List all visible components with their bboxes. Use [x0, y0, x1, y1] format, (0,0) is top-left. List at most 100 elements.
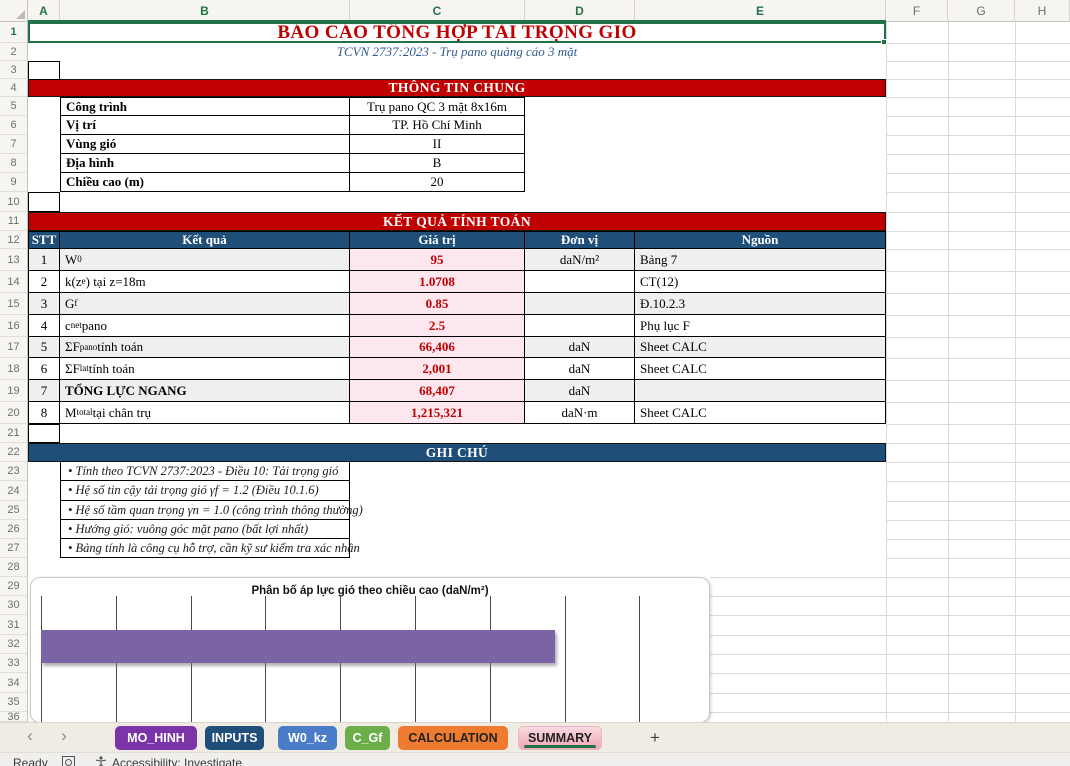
- info-label-cell[interactable]: Chiều cao (m): [60, 173, 350, 192]
- results-source-cell[interactable]: Sheet CALC: [635, 402, 886, 424]
- sheet-tab-w0_kz[interactable]: W0_kz: [278, 726, 337, 750]
- results-unit-cell[interactable]: daN: [525, 337, 635, 358]
- row-header-3[interactable]: 3: [0, 61, 27, 79]
- results-value-cell[interactable]: 2,001: [350, 358, 525, 380]
- note-cell[interactable]: [60, 539, 350, 558]
- report-subtitle-cell[interactable]: TCVN 2737:2023 - Trụ pano quảng cáo 3 mặ…: [336, 44, 578, 59]
- row-header-14[interactable]: 14: [0, 271, 27, 293]
- row-header-33[interactable]: 33: [0, 654, 27, 673]
- results-name-cell[interactable]: ΣF pano tính toán: [60, 337, 350, 358]
- empty-bordered-cell-a3[interactable]: [28, 61, 60, 80]
- section-header-ghi-chu[interactable]: GHI CHÚ: [28, 443, 886, 462]
- row-header-13[interactable]: 13: [0, 249, 27, 271]
- row-header-30[interactable]: 30: [0, 596, 27, 615]
- section-header-thong-tin-chung[interactable]: THÔNG TIN CHUNG: [28, 79, 886, 97]
- row-header-26[interactable]: 26: [0, 520, 27, 539]
- results-unit-cell[interactable]: [525, 271, 635, 293]
- results-unit-cell[interactable]: daN·m: [525, 402, 635, 424]
- results-value-cell[interactable]: 1.0708: [350, 271, 525, 293]
- results-name-cell[interactable]: TỔNG LỰC NGANG: [60, 380, 350, 402]
- results-stt-cell[interactable]: 3: [28, 293, 60, 315]
- row-header-17[interactable]: 17: [0, 337, 27, 358]
- note-cell[interactable]: [60, 501, 350, 520]
- results-value-cell[interactable]: 0.85: [350, 293, 525, 315]
- results-source-cell[interactable]: Đ.10.2.3: [635, 293, 886, 315]
- results-source-cell[interactable]: Sheet CALC: [635, 337, 886, 358]
- row-header-9[interactable]: 9: [0, 173, 27, 192]
- info-value-cell[interactable]: TP. Hồ Chí Minh: [350, 116, 525, 135]
- sheet-tab-calculation[interactable]: CALCULATION: [398, 726, 508, 750]
- info-label-cell[interactable]: Công trình: [60, 97, 350, 116]
- results-unit-cell[interactable]: [525, 293, 635, 315]
- results-unit-cell[interactable]: daN: [525, 380, 635, 402]
- row-header-35[interactable]: 35: [0, 693, 27, 712]
- results-stt-cell[interactable]: 2: [28, 271, 60, 293]
- results-col-header-2[interactable]: Kết quả: [60, 231, 350, 249]
- new-sheet-button[interactable]: +: [650, 728, 660, 747]
- row-header-1[interactable]: 1: [0, 22, 27, 43]
- info-label-cell[interactable]: Vị trí: [60, 116, 350, 135]
- row-header-23[interactable]: 23: [0, 462, 27, 481]
- row-header-34[interactable]: 34: [0, 673, 27, 693]
- column-header-B[interactable]: B: [60, 0, 350, 22]
- note-cell[interactable]: [60, 481, 350, 501]
- results-col-header-5[interactable]: Nguồn: [635, 231, 886, 249]
- row-header-21[interactable]: 21: [0, 424, 27, 443]
- sheet-tab-c_gf[interactable]: C_Gf: [345, 726, 390, 750]
- row-header-11[interactable]: 11: [0, 212, 27, 231]
- status-accessibility-label[interactable]: Accessibility: Investigate: [112, 756, 243, 766]
- note-cell[interactable]: [60, 520, 350, 539]
- row-header-5[interactable]: 5: [0, 97, 27, 116]
- tab-nav-left-icon[interactable]: ‹: [27, 726, 33, 745]
- section-header-ket-qua-tinh-toan[interactable]: KẾT QUẢ TÍNH TOÁN: [28, 212, 886, 231]
- sheet-tab-summary[interactable]: SUMMARY: [518, 726, 602, 750]
- row-header-2[interactable]: 2: [0, 43, 27, 61]
- results-name-cell[interactable]: k(z e) tại z=18m: [60, 271, 350, 293]
- macro-record-icon[interactable]: [62, 756, 75, 766]
- results-stt-cell[interactable]: 8: [28, 402, 60, 424]
- results-stt-cell[interactable]: 4: [28, 315, 60, 337]
- results-name-cell[interactable]: ΣF lat tính toán: [60, 358, 350, 380]
- row-header-22[interactable]: 22: [0, 443, 27, 462]
- column-header-D[interactable]: D: [525, 0, 635, 22]
- results-stt-cell[interactable]: 6: [28, 358, 60, 380]
- results-col-header-3[interactable]: Giá trị: [350, 231, 525, 249]
- info-label-cell[interactable]: Vùng gió: [60, 135, 350, 154]
- column-header-G[interactable]: G: [948, 0, 1015, 22]
- results-unit-cell[interactable]: [525, 315, 635, 337]
- row-header-20[interactable]: 20: [0, 402, 27, 424]
- empty-bordered-cell-a10[interactable]: [28, 192, 60, 212]
- column-header-H[interactable]: H: [1015, 0, 1070, 22]
- row-header-18[interactable]: 18: [0, 358, 27, 380]
- info-value-cell[interactable]: Trụ pano QC 3 mặt 8x16m: [350, 97, 525, 116]
- results-unit-cell[interactable]: daN/m²: [525, 249, 635, 271]
- results-name-cell[interactable]: c net pano: [60, 315, 350, 337]
- row-header-6[interactable]: 6: [0, 116, 27, 135]
- results-unit-cell[interactable]: daN: [525, 358, 635, 380]
- results-source-cell[interactable]: Phụ lục F: [635, 315, 886, 337]
- column-header-E[interactable]: E: [635, 0, 886, 22]
- results-col-header-1[interactable]: STT: [28, 231, 60, 249]
- row-header-29[interactable]: 29: [0, 577, 27, 596]
- row-header-12[interactable]: 12: [0, 231, 27, 249]
- report-title-cell[interactable]: BÁO CÁO TỔNG HỢP TẢI TRỌNG GIÓ: [277, 21, 637, 43]
- empty-bordered-cell-a21[interactable]: [28, 424, 60, 443]
- row-header-4[interactable]: 4: [0, 79, 27, 97]
- results-value-cell[interactable]: 66,406: [350, 337, 525, 358]
- selection-fill-handle[interactable]: [881, 39, 887, 45]
- row-header-8[interactable]: 8: [0, 154, 27, 173]
- wind-pressure-chart[interactable]: Phân bố áp lực gió theo chiều cao (daN/m…: [30, 577, 710, 723]
- results-stt-cell[interactable]: 5: [28, 337, 60, 358]
- info-label-cell[interactable]: Địa hình: [60, 154, 350, 173]
- row-header-7[interactable]: 7: [0, 135, 27, 154]
- results-source-cell[interactable]: Bảng 7: [635, 249, 886, 271]
- row-header-24[interactable]: 24: [0, 481, 27, 501]
- row-header-32[interactable]: 32: [0, 635, 27, 654]
- results-value-cell[interactable]: 2.5: [350, 315, 525, 337]
- results-source-cell[interactable]: Sheet CALC: [635, 358, 886, 380]
- tab-nav-right-icon[interactable]: ›: [61, 726, 67, 745]
- note-cell[interactable]: [60, 462, 350, 481]
- results-value-cell[interactable]: 95: [350, 249, 525, 271]
